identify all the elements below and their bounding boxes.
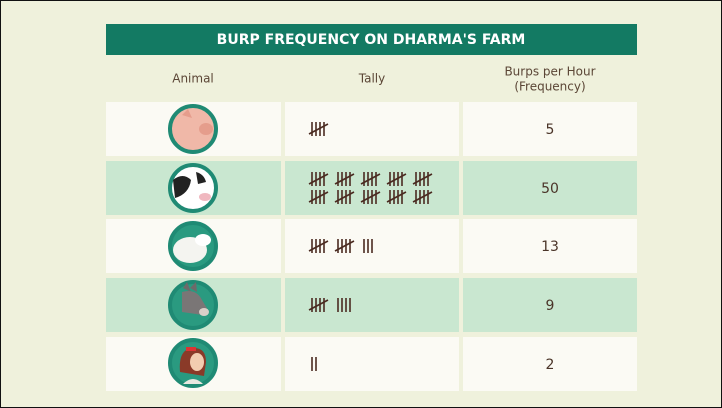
table-cell <box>285 102 459 156</box>
frequency-value: 2 <box>546 357 555 373</box>
girl-icon <box>170 340 216 386</box>
column-header: (Frequency) <box>514 80 585 94</box>
page: BURP FREQUENCY ON DHARMA'S FARM Animal T… <box>0 0 722 408</box>
column-header: Animal <box>172 72 214 86</box>
table-cell <box>285 161 459 215</box>
pig-icon <box>170 106 216 152</box>
infographic: BURP FREQUENCY ON DHARMA'S FARM Animal T… <box>0 0 722 408</box>
column-header: Burps per Hour <box>504 65 595 79</box>
cow-icon <box>170 165 216 211</box>
table-cell <box>285 337 459 391</box>
donkey-icon <box>170 282 216 328</box>
sheep-icon <box>170 223 216 269</box>
frequency-value: 9 <box>546 298 555 314</box>
frequency-value: 5 <box>546 122 555 138</box>
frequency-value: 13 <box>541 239 559 255</box>
table-cell <box>285 278 459 332</box>
frequency-value: 50 <box>541 181 559 197</box>
column-header: Tally <box>358 72 385 86</box>
title: BURP FREQUENCY ON DHARMA'S FARM <box>217 32 526 48</box>
